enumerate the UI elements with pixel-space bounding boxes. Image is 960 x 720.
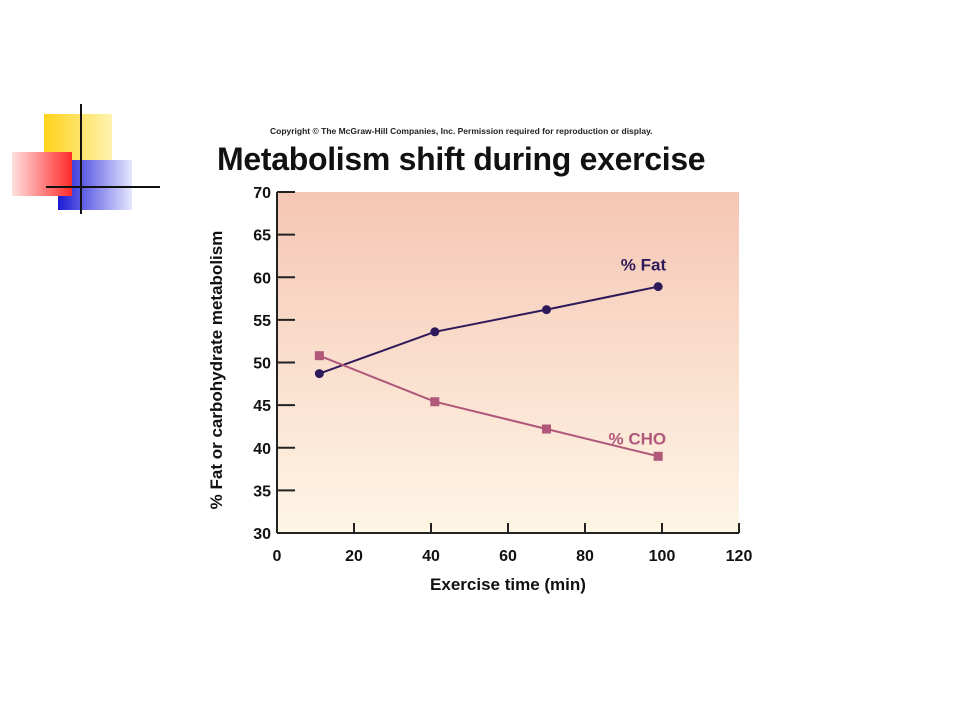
chart-title: Metabolism shift during exercise: [217, 141, 706, 177]
x-tick-label: 0: [273, 548, 282, 565]
data-point-fat: [430, 327, 440, 337]
x-tick-label: 80: [576, 548, 594, 565]
series-label-fat: % Fat: [621, 256, 667, 275]
y-tick-label: 60: [253, 270, 271, 287]
y-tick-label: 70: [253, 185, 271, 202]
x-tick-label: 40: [422, 548, 440, 565]
series-label-cho: % CHO: [609, 429, 667, 448]
y-tick-label: 35: [253, 483, 271, 500]
series-line-fat: [319, 285, 659, 375]
y-tick-label: 55: [253, 313, 271, 330]
data-point-cho: [314, 351, 324, 361]
x-tick-label: 100: [649, 548, 676, 565]
y-tick-label: 65: [253, 228, 271, 245]
y-tick-label: 50: [253, 356, 271, 373]
series-line-cho: [318, 354, 659, 458]
copyright-notice: Copyright © The McGraw-Hill Companies, I…: [270, 126, 653, 136]
data-point-cho: [653, 451, 663, 461]
y-axis-label: % Fat or carbohydrate metabolism: [207, 231, 226, 510]
red-square: [12, 152, 72, 196]
data-point-fat: [542, 305, 551, 315]
data-point-fat: [653, 282, 663, 292]
data-point-cho: [430, 397, 440, 407]
x-axis-label: Exercise time (min): [430, 575, 586, 594]
x-tick-label: 120: [726, 548, 753, 565]
x-tick-label: 20: [345, 548, 363, 565]
y-tick-label: 45: [253, 398, 271, 415]
data-point-cho: [542, 424, 551, 434]
plot-area: [277, 192, 739, 533]
decorative-squares: [12, 104, 160, 214]
data-point-fat: [314, 369, 324, 379]
x-tick-label: 60: [499, 548, 517, 565]
y-tick-label: 40: [253, 441, 271, 458]
y-tick-label: 30: [253, 526, 271, 543]
